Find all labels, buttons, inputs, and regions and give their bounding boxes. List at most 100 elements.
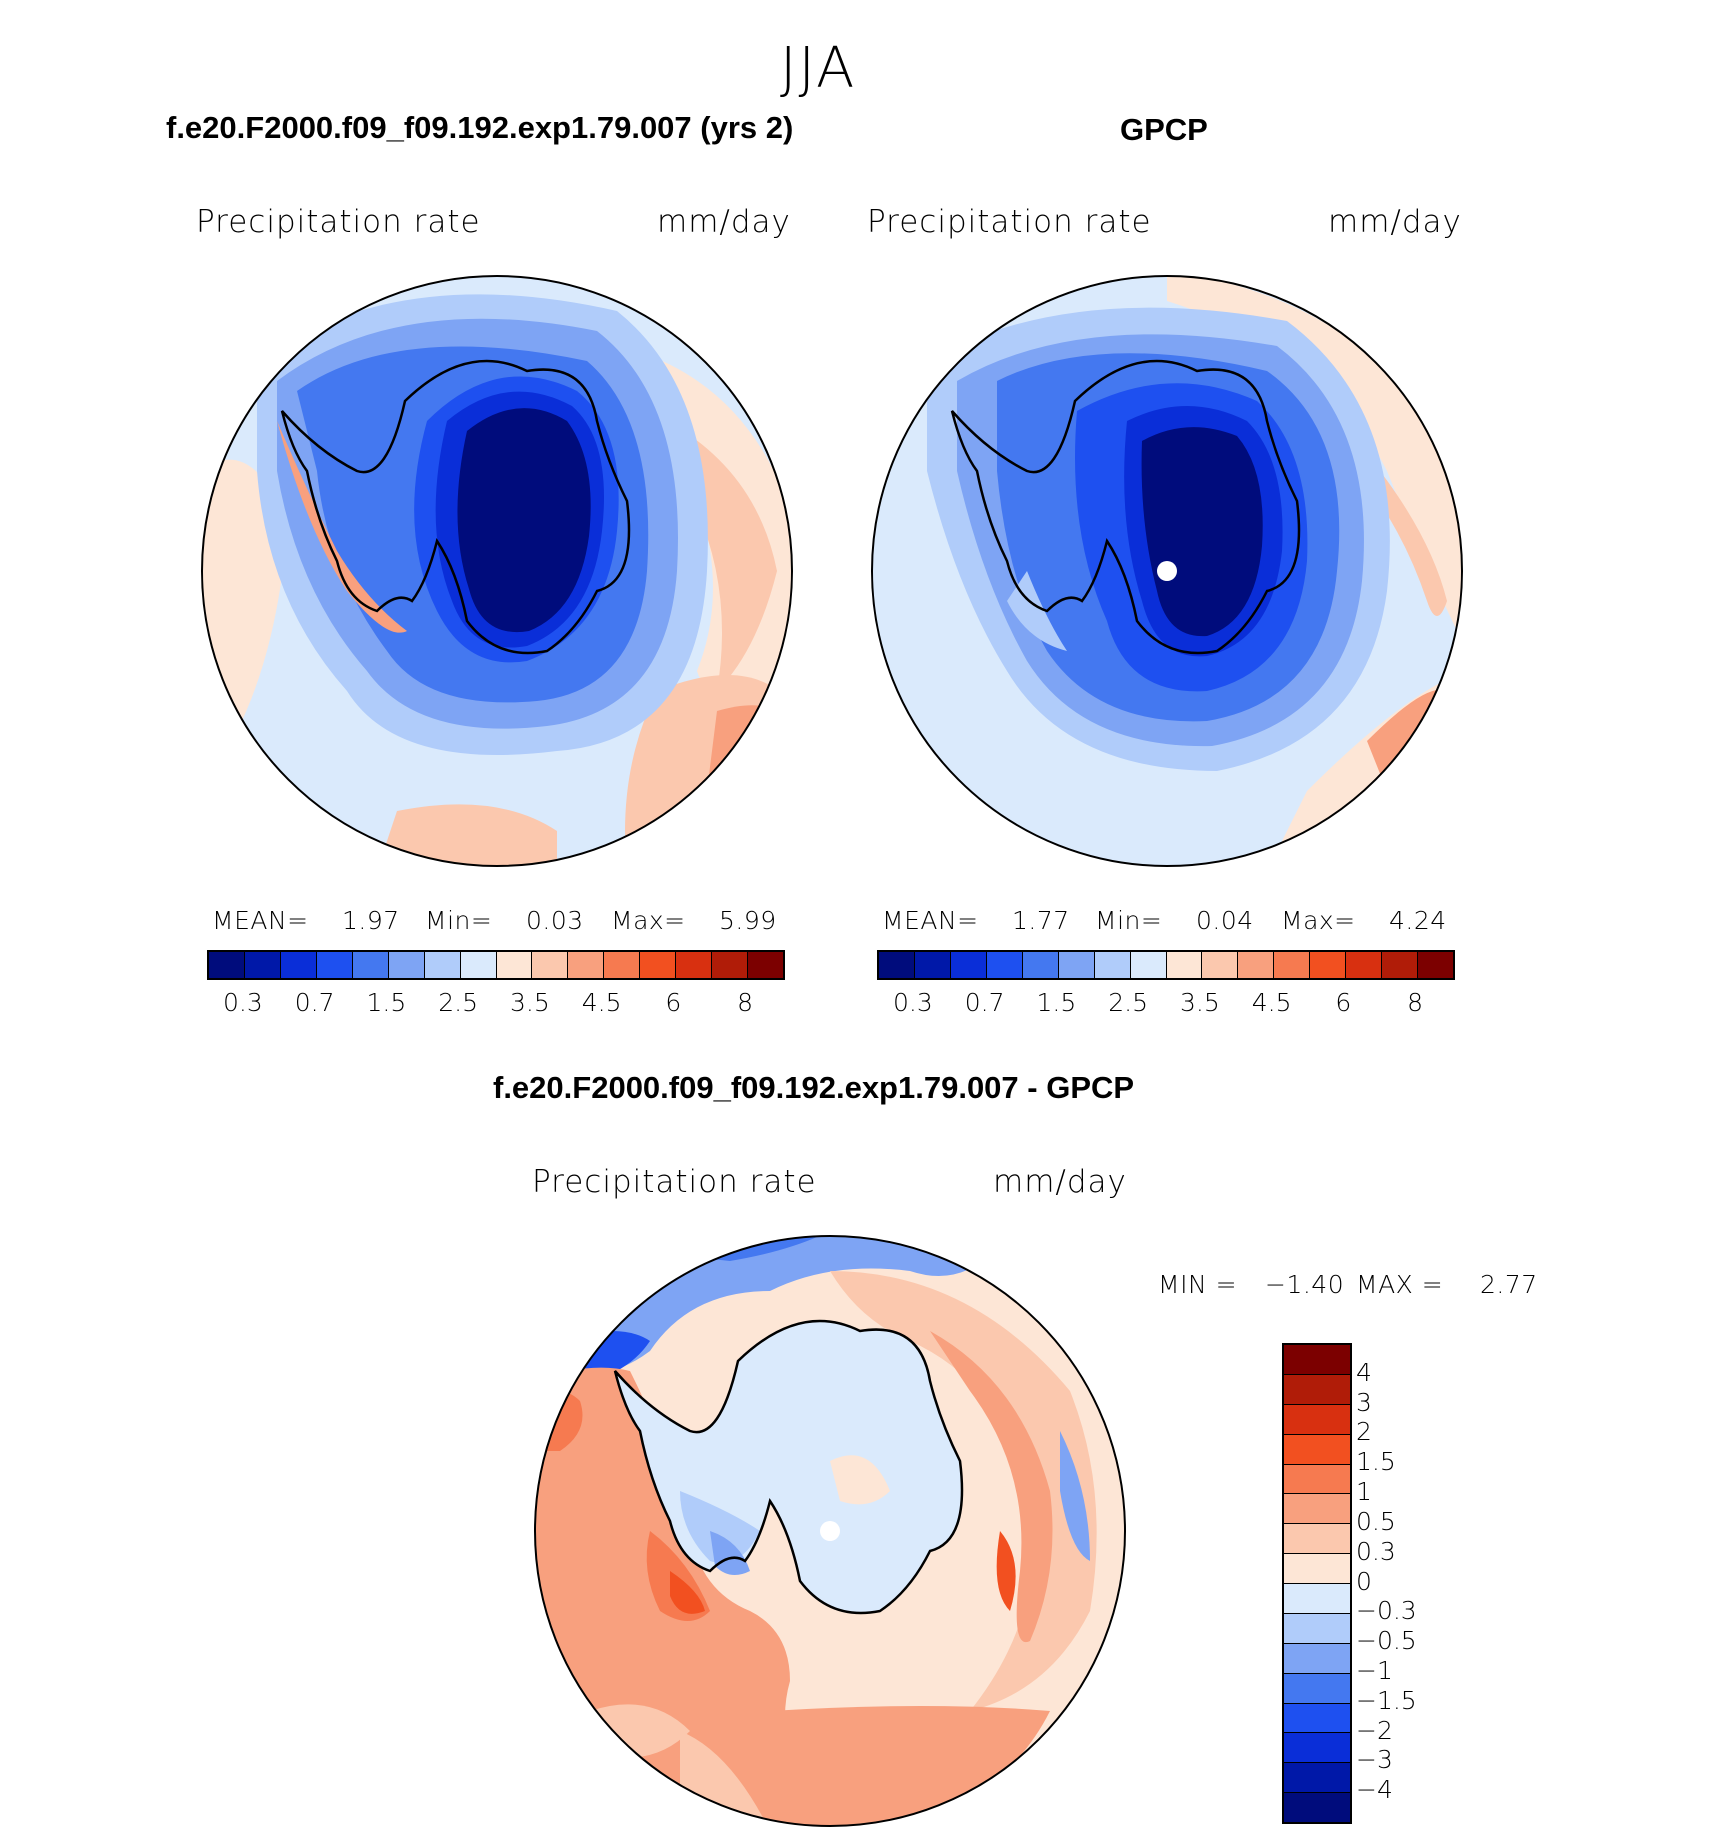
colorbar-swatch bbox=[1418, 952, 1453, 978]
colorbar-tick-label: −0.5 bbox=[1356, 1626, 1417, 1656]
colorbar-swatch bbox=[352, 952, 389, 978]
colorbar-tick-label: 2 bbox=[1356, 1417, 1372, 1447]
colorbar-tick-label: 1.5 bbox=[1356, 1447, 1396, 1477]
colorbar-swatch bbox=[604, 952, 641, 978]
colorbar-swatch bbox=[1284, 1703, 1350, 1734]
colorbar-swatch bbox=[1274, 952, 1311, 978]
colorbar-swatch bbox=[1058, 952, 1095, 978]
colorbar-tick-label: 0.3 bbox=[1356, 1536, 1396, 1566]
colorbar-tick-label: 0.7 bbox=[294, 988, 335, 1017]
colorbar-tick-label: 4 bbox=[1356, 1357, 1372, 1387]
colorbar-swatch bbox=[1284, 1613, 1350, 1644]
diff-max-label: MAX = bbox=[1356, 1270, 1444, 1299]
colorbar-tick-label: −4 bbox=[1356, 1775, 1393, 1805]
colorbar-tick-label: −3 bbox=[1356, 1745, 1393, 1775]
colorbar-swatch bbox=[1094, 952, 1131, 978]
diff-colorbar-labels: 4 3 2 1.5 1 0.5 0.3 0 −0.3 −0.5 −1 −1.5 −2 −3 −4 bbox=[1356, 1343, 1436, 1820]
colorbar-swatch bbox=[879, 952, 915, 978]
colorbar-tick-label: 8 bbox=[1407, 988, 1424, 1017]
obs-mean-label: MEAN= bbox=[882, 906, 979, 935]
diff-min-label: MIN = bbox=[1158, 1270, 1238, 1299]
diff-precip-map bbox=[534, 1235, 1126, 1827]
colorbar-tick-label: −1.5 bbox=[1356, 1685, 1417, 1715]
colorbar-tick-label: 4.5 bbox=[581, 988, 622, 1017]
colorbar-swatch bbox=[748, 952, 783, 978]
colorbar-swatch bbox=[244, 952, 281, 978]
obs-variable-label: Precipitation rate bbox=[867, 204, 1152, 240]
model-panel-title: f.e20.F2000.f09_f09.192.exp1.79.007 (yrs… bbox=[166, 110, 794, 145]
colorbar-swatch bbox=[1284, 1554, 1350, 1584]
obs-precip-map bbox=[871, 275, 1463, 867]
model-mean-label: MEAN= bbox=[212, 906, 309, 935]
obs-mean-value: 1.77 bbox=[1012, 906, 1070, 935]
model-max-value: 5.99 bbox=[719, 906, 777, 935]
colorbar-swatch bbox=[914, 952, 951, 978]
colorbar-swatch bbox=[1310, 952, 1347, 978]
colorbar-swatch bbox=[1022, 952, 1059, 978]
colorbar-swatch bbox=[280, 952, 317, 978]
colorbar-swatch bbox=[950, 952, 987, 978]
season-title: JJA bbox=[780, 36, 857, 101]
colorbar-tick-label: 0.3 bbox=[222, 988, 263, 1017]
colorbar-tick-label: 2.5 bbox=[1108, 988, 1149, 1017]
obs-units-label: mm/day bbox=[1328, 204, 1462, 240]
colorbar-swatch bbox=[209, 952, 245, 978]
colorbar-swatch bbox=[1284, 1673, 1350, 1704]
colorbar-tick-label: 4.5 bbox=[1251, 988, 1292, 1017]
obs-max-value: 4.24 bbox=[1389, 906, 1447, 935]
model-colorbar bbox=[207, 950, 785, 980]
colorbar-swatch bbox=[1166, 952, 1203, 978]
diff-max-value: 2.77 bbox=[1480, 1270, 1538, 1299]
colorbar-swatch bbox=[676, 952, 713, 978]
colorbar-swatch bbox=[568, 952, 605, 978]
colorbar-swatch bbox=[1346, 952, 1383, 978]
model-units-label: mm/day bbox=[657, 204, 791, 240]
colorbar-swatch bbox=[496, 952, 533, 978]
colorbar-swatch bbox=[1284, 1763, 1350, 1794]
colorbar-swatch bbox=[712, 952, 749, 978]
colorbar-tick-label: 1.5 bbox=[1036, 988, 1077, 1017]
colorbar-swatch bbox=[1284, 1733, 1350, 1764]
diff-min-value: −1.40 bbox=[1265, 1270, 1345, 1299]
model-colorbar-labels: 0.3 0.7 1.5 2.5 3.5 4.5 6 8 bbox=[207, 988, 781, 1018]
colorbar-tick-label: 3 bbox=[1356, 1387, 1372, 1417]
obs-max-label: Max= bbox=[1281, 906, 1356, 935]
colorbar-swatch bbox=[1382, 952, 1419, 978]
colorbar-tick-label: 3.5 bbox=[1179, 988, 1220, 1017]
colorbar-tick-label: 6 bbox=[665, 988, 682, 1017]
colorbar-swatch bbox=[1284, 1643, 1350, 1674]
colorbar-tick-label: −1 bbox=[1356, 1655, 1393, 1685]
colorbar-tick-label: 0.3 bbox=[892, 988, 933, 1017]
colorbar-swatch bbox=[1284, 1524, 1350, 1555]
colorbar-swatch bbox=[1238, 952, 1275, 978]
colorbar-swatch bbox=[316, 952, 353, 978]
colorbar-swatch bbox=[986, 952, 1023, 978]
colorbar-swatch bbox=[424, 952, 461, 978]
colorbar-tick-label: 2.5 bbox=[438, 988, 479, 1017]
model-min-value: 0.03 bbox=[526, 906, 584, 935]
diff-units-label: mm/day bbox=[993, 1164, 1127, 1200]
colorbar-swatch bbox=[1284, 1584, 1350, 1614]
model-max-label: Max= bbox=[611, 906, 686, 935]
model-precip-map bbox=[201, 275, 793, 867]
model-mean-value: 1.97 bbox=[342, 906, 400, 935]
colorbar-tick-label: −2 bbox=[1356, 1715, 1393, 1745]
colorbar-tick-label: 0.7 bbox=[964, 988, 1005, 1017]
colorbar-swatch bbox=[388, 952, 425, 978]
colorbar-tick-label: 1 bbox=[1356, 1477, 1372, 1507]
colorbar-tick-label: 6 bbox=[1335, 988, 1352, 1017]
obs-min-value: 0.04 bbox=[1196, 906, 1254, 935]
colorbar-swatch bbox=[1284, 1494, 1350, 1525]
colorbar-tick-label: 0 bbox=[1356, 1566, 1372, 1596]
colorbar-tick-label: 3.5 bbox=[509, 988, 550, 1017]
colorbar-swatch bbox=[1284, 1434, 1350, 1465]
colorbar-swatch bbox=[1284, 1404, 1350, 1435]
colorbar-swatch bbox=[1284, 1374, 1350, 1405]
obs-colorbar-labels: 0.3 0.7 1.5 2.5 3.5 4.5 6 8 bbox=[877, 988, 1451, 1018]
model-variable-label: Precipitation rate bbox=[196, 204, 481, 240]
colorbar-tick-label: 0.5 bbox=[1356, 1506, 1396, 1536]
colorbar-swatch bbox=[1284, 1464, 1350, 1495]
colorbar-swatch bbox=[1130, 952, 1167, 978]
colorbar-swatch bbox=[460, 952, 497, 978]
diff-panel-title: f.e20.F2000.f09_f09.192.exp1.79.007 - GP… bbox=[493, 1070, 1135, 1105]
